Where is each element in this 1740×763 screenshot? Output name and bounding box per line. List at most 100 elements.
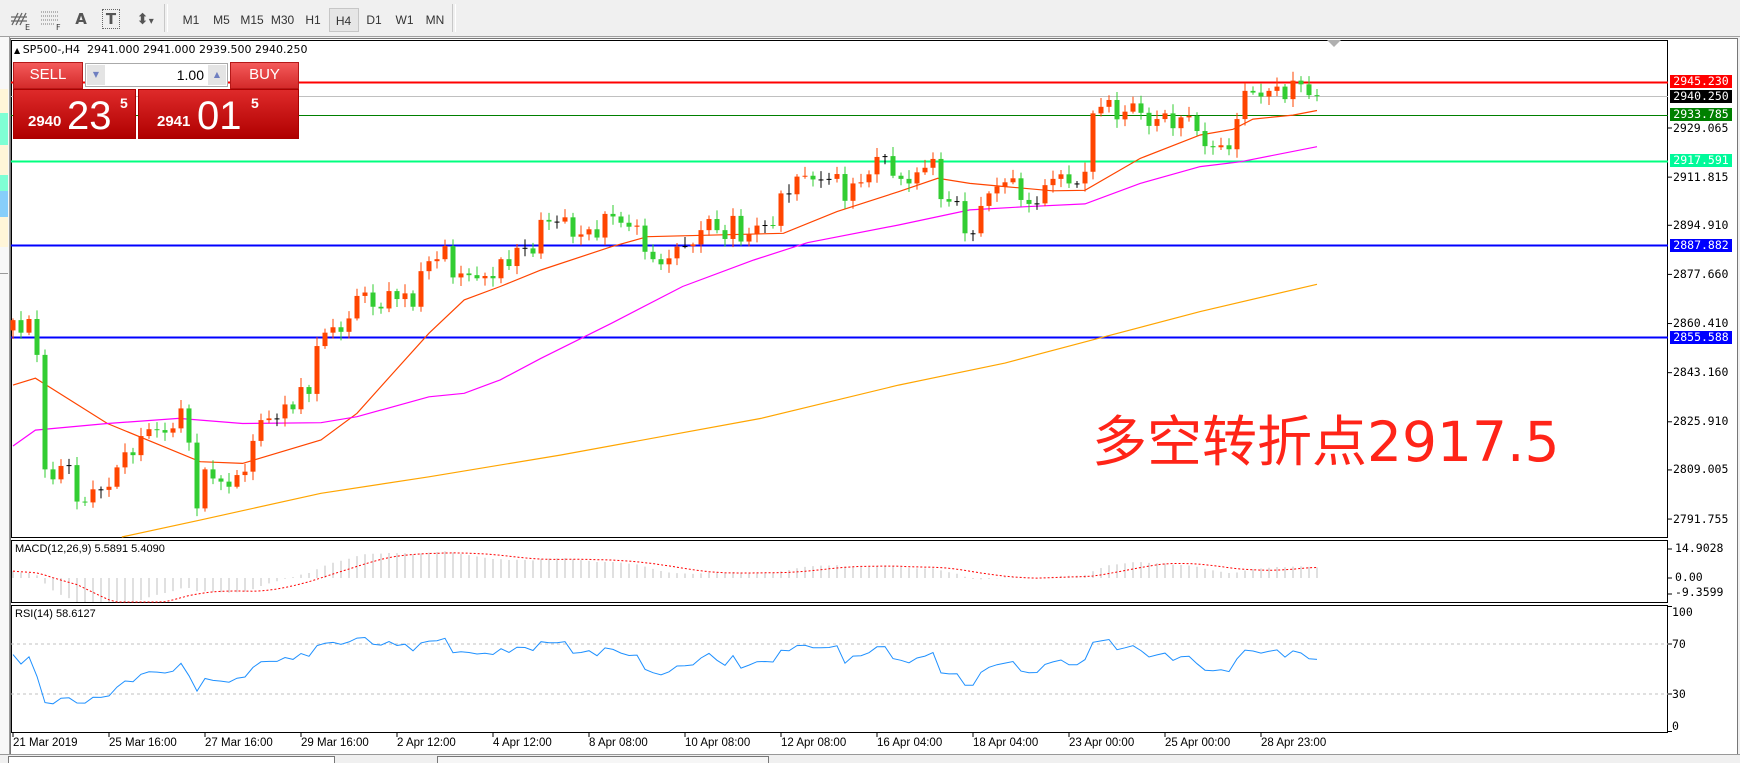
timeframe-w1-button[interactable]: W1 bbox=[395, 13, 414, 27]
candle bbox=[586, 226, 592, 241]
candle-body bbox=[658, 259, 664, 265]
candle bbox=[130, 447, 136, 464]
candle-body bbox=[538, 219, 544, 254]
candle-body bbox=[1186, 115, 1192, 118]
chart-annotation-text[interactable]: 多空转折点2917.5 bbox=[1092, 410, 1560, 474]
timeframe-m1-button[interactable]: M1 bbox=[182, 13, 200, 27]
fibonacci-icon[interactable]: F bbox=[38, 7, 64, 32]
candle-body bbox=[1314, 95, 1320, 97]
arrows-dropdown-icon[interactable]: ⬍▾ bbox=[136, 10, 154, 28]
panel-cell bbox=[0, 145, 8, 175]
text-label-icon[interactable]: T bbox=[98, 7, 124, 31]
time-axis-label: 21 Mar 2019 bbox=[13, 737, 78, 749]
candle bbox=[786, 184, 792, 203]
candle-body bbox=[1122, 111, 1128, 120]
chart-window[interactable] bbox=[10, 38, 1738, 755]
timeframe-m5-button[interactable]: M5 bbox=[213, 13, 230, 27]
time-axis-label: 4 Apr 12:00 bbox=[493, 737, 552, 749]
candle bbox=[674, 242, 680, 266]
candle-body bbox=[794, 176, 800, 195]
candle bbox=[810, 171, 816, 187]
candle bbox=[762, 220, 768, 234]
candle bbox=[714, 210, 720, 234]
rsi-axis-label: 70 bbox=[1672, 636, 1686, 651]
candle bbox=[426, 256, 432, 280]
candle-body bbox=[1058, 174, 1064, 179]
candle bbox=[546, 212, 552, 231]
macd-signal-line bbox=[12, 552, 1318, 603]
timeframe-m15-button[interactable]: M15 bbox=[240, 13, 264, 27]
candle bbox=[194, 433, 200, 517]
candle bbox=[466, 268, 472, 282]
candle-body bbox=[1082, 171, 1088, 184]
candle bbox=[850, 177, 856, 209]
timeframe-h4-button[interactable]: H4 bbox=[328, 8, 359, 32]
candle bbox=[1202, 122, 1208, 155]
timeframe-d1-button[interactable]: D1 bbox=[366, 13, 382, 27]
main-panel-frame bbox=[11, 40, 1668, 538]
candle bbox=[1130, 96, 1136, 114]
candle bbox=[306, 384, 312, 403]
collapse-triangle-icon[interactable]: ▲ bbox=[14, 46, 23, 55]
timeframe-mn-button[interactable]: MN bbox=[425, 13, 445, 27]
candle-body bbox=[810, 175, 816, 180]
candle-body bbox=[130, 452, 136, 456]
candle-body bbox=[418, 271, 424, 307]
candle-body bbox=[74, 465, 80, 502]
timeframe-h1-button[interactable]: H1 bbox=[305, 13, 321, 27]
candle bbox=[410, 290, 416, 311]
candle-body bbox=[898, 175, 904, 179]
buy-price-pips: 01 bbox=[197, 94, 242, 138]
timeframe-m30-button[interactable]: M30 bbox=[270, 13, 295, 27]
candle bbox=[890, 147, 896, 179]
lot-size-stepper[interactable]: ▼ 1.00 ▲ bbox=[85, 63, 228, 87]
candle-body bbox=[1298, 80, 1304, 85]
increase-lot-icon[interactable]: ▲ bbox=[208, 65, 226, 85]
chart-shift-marker-icon[interactable] bbox=[1327, 40, 1341, 47]
decrease-lot-icon[interactable]: ▼ bbox=[87, 65, 105, 85]
candle-body bbox=[10, 320, 16, 331]
candle bbox=[770, 216, 776, 229]
candle bbox=[394, 288, 400, 307]
buy-price[interactable]: 2941 01 5 bbox=[138, 89, 299, 139]
price-axis-label: 2825.910 bbox=[1673, 414, 1729, 429]
candle bbox=[1282, 83, 1288, 103]
buy-button[interactable]: BUY bbox=[230, 62, 299, 89]
chart-tab[interactable] bbox=[8, 756, 335, 763]
time-axis-label: 23 Apr 00:00 bbox=[1069, 737, 1135, 749]
candle bbox=[1306, 76, 1312, 100]
text-icon[interactable]: A bbox=[75, 10, 87, 28]
sell-button[interactable]: SELL bbox=[13, 62, 83, 89]
candle bbox=[1170, 104, 1176, 136]
candle-body bbox=[138, 436, 144, 456]
candle bbox=[602, 211, 608, 246]
candle-body bbox=[66, 465, 72, 467]
candle-body bbox=[194, 442, 200, 509]
candle-body bbox=[1114, 99, 1120, 120]
candle bbox=[202, 467, 208, 512]
candle bbox=[1250, 86, 1256, 95]
macd-axis-label: -9.3599 bbox=[1675, 585, 1724, 599]
candle-body bbox=[18, 320, 24, 333]
candle bbox=[634, 219, 640, 235]
lot-size-input[interactable]: 1.00 bbox=[176, 67, 204, 83]
candle-body bbox=[618, 216, 624, 223]
candle bbox=[970, 230, 976, 242]
candle-body bbox=[1290, 80, 1296, 100]
candle-body bbox=[762, 225, 768, 227]
chart-tab[interactable] bbox=[437, 756, 769, 763]
candle bbox=[498, 257, 504, 284]
candle bbox=[898, 172, 904, 186]
candle bbox=[386, 282, 392, 313]
candle-body bbox=[906, 178, 912, 184]
side-panel-edge bbox=[0, 37, 10, 761]
candle-body bbox=[1066, 174, 1072, 184]
candle-body bbox=[842, 174, 848, 201]
price-axis-label: 2894.910 bbox=[1673, 217, 1729, 232]
elliott-wave-icon[interactable]: E bbox=[8, 7, 34, 32]
sell-price[interactable]: 2940 23 5 bbox=[13, 89, 136, 139]
candle-body bbox=[490, 275, 496, 279]
candle bbox=[298, 377, 304, 414]
candle-body bbox=[410, 293, 416, 307]
candle-body bbox=[402, 293, 408, 300]
